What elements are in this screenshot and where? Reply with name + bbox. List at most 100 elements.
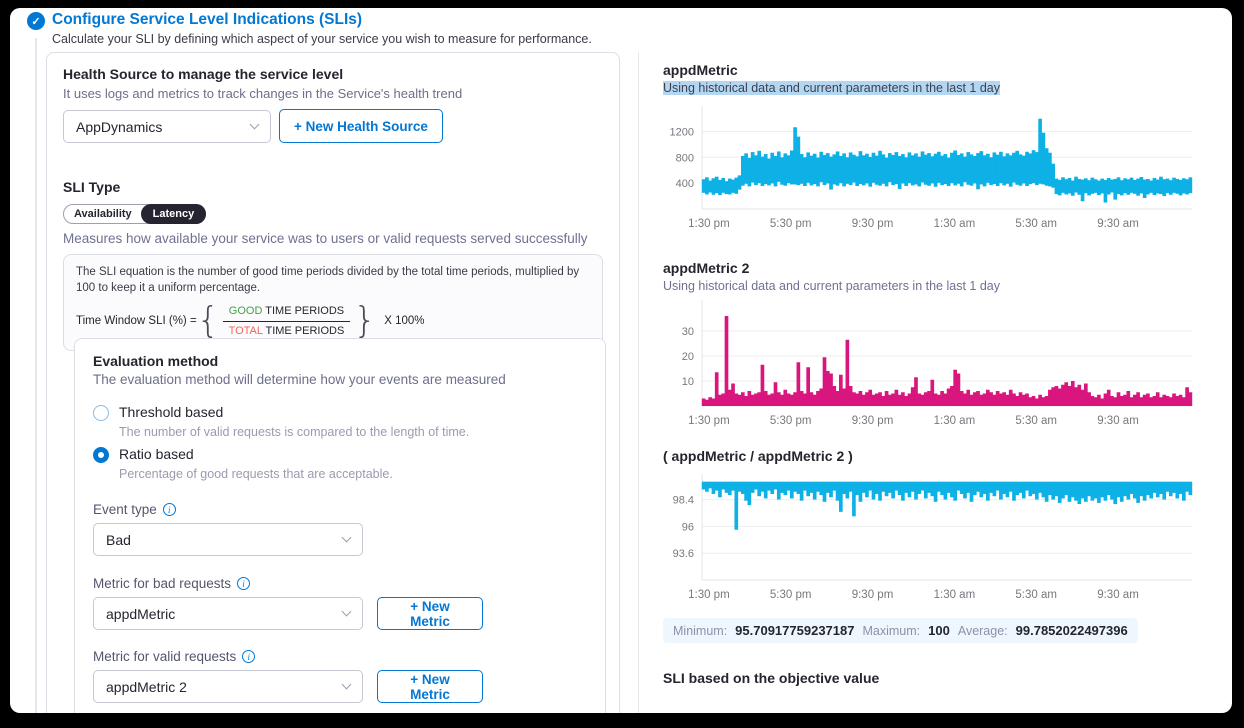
svg-text:93.6: 93.6 [673,548,694,560]
sli-type-description: Measures how available your service was … [63,231,588,246]
health-source-value: AppDynamics [76,118,163,135]
threshold-based-label[interactable]: Threshold based [119,404,224,420]
chart1-subtitle: Using historical data and current parame… [663,81,1000,95]
minimum-value: 95.70917759237187 [735,623,855,638]
svg-text:9:30 am: 9:30 am [1097,589,1139,601]
svg-text:800: 800 [676,152,694,164]
sli-type-toggle: Availability Latency [63,204,207,224]
chevron-down-icon [341,532,352,543]
event-type-label: Event type i [93,502,176,517]
chevron-down-icon [341,606,352,617]
svg-text:9:30 pm: 9:30 pm [852,218,894,230]
metric-bad-label: Metric for bad requests i [93,576,251,591]
sli-config-card: Health Source to manage the service leve… [46,52,620,713]
info-icon[interactable]: i [242,650,256,663]
metric-valid-label: Metric for valid requests i [93,649,256,664]
health-source-heading: Health Source to manage the service leve… [63,66,344,82]
chart-appdmetric: 400 800 1200 1:30 pm 5:30 pm 9:30 pm 1:30 am 5:… [670,106,1193,230]
svg-text:9:30 pm: 9:30 pm [852,589,894,601]
svg-text:9:30 am: 9:30 am [1097,415,1139,427]
event-type-label-text: Event type [93,502,157,517]
svg-text:1:30 pm: 1:30 pm [688,415,730,427]
svg-text:5:30 am: 5:30 am [1015,589,1057,601]
charts-panel: appdMetric Using historical data and cur… [655,52,1210,712]
step-complete-check-icon: ✓ [27,12,45,30]
chart-ratio: 93.6 96 98.4 1:30 pm 5:30 pm 9:30 pm 1:30 am 5:… [673,474,1193,601]
sli-type-option-availability[interactable]: Availability [74,208,132,220]
svg-text:30: 30 [682,326,694,338]
svg-text:1200: 1200 [670,126,694,138]
chart2-subtitle-text: Using historical data and current parame… [663,279,1000,293]
svg-text:5:30 pm: 5:30 pm [770,415,812,427]
chart1-subtitle-text: Using historical data and current parame… [663,81,1000,95]
chart-stats-bar: Minimum: 95.70917759237187 Maximum: 100 … [663,618,1138,643]
new-metric-button-valid[interactable]: + New Metric [377,670,483,703]
panel-divider [638,52,639,713]
page-subtitle: Calculate your SLI by defining which asp… [52,32,592,46]
svg-text:10: 10 [682,376,694,388]
chart3-title: ( appdMetric / appdMetric 2 ) [663,448,853,464]
ratio-based-label[interactable]: Ratio based [119,446,194,462]
open-brace: { [196,300,220,342]
metric-bad-select[interactable]: appdMetric [93,597,363,630]
metric-valid-value: appdMetric 2 [106,678,187,695]
svg-text:1:30 pm: 1:30 pm [688,218,730,230]
sli-equation-text: The SLI equation is the number of good t… [76,266,580,294]
denominator-total: TOTAL [228,324,263,337]
event-type-select[interactable]: Bad [93,523,363,556]
info-icon[interactable]: i [162,503,176,516]
average-value: 99.7852022497396 [1015,623,1128,638]
svg-text:1:30 am: 1:30 am [934,415,976,427]
svg-text:98.4: 98.4 [673,495,694,507]
svg-text:5:30 pm: 5:30 pm [770,589,812,601]
evaluation-heading: Evaluation method [93,353,219,369]
new-metric-button-bad[interactable]: + New Metric [377,597,483,630]
objective-heading: SLI based on the objective value [663,670,880,686]
new-health-source-button[interactable]: + New Health Source [279,109,443,143]
sli-type-heading: SLI Type [63,179,121,195]
event-type-value: Bad [106,531,131,548]
chart2-title: appdMetric 2 [663,260,750,276]
ratio-based-description: Percentage of good requests that are acc… [119,467,393,481]
threshold-based-description: The number of valid requests is compared… [119,425,470,439]
sli-equation-box: The SLI equation is the number of good t… [63,254,603,351]
ratio-based-radio[interactable] [93,447,109,463]
svg-text:1:30 am: 1:30 am [934,589,976,601]
chart2-subtitle: Using historical data and current parame… [663,279,1000,293]
stepper-connector-line [35,38,37,713]
threshold-based-radio[interactable] [93,405,109,421]
chevron-down-icon [249,119,260,130]
health-source-helper: It uses logs and metrics to track change… [63,86,463,101]
svg-text:96: 96 [682,521,694,533]
metric-bad-value: appdMetric [106,605,176,622]
evaluation-method-card: Evaluation method The evaluation method … [74,338,606,713]
sli-equation-formula: Time Window SLI (%) = { GOOD TIME PERIOD… [76,300,590,342]
svg-text:9:30 pm: 9:30 pm [852,415,894,427]
sli-type-option-latency[interactable]: Latency [140,204,207,224]
equation-fraction: GOOD TIME PERIODS TOTAL TIME PERIODS [222,303,351,340]
info-icon[interactable]: i [237,577,251,590]
maximum-label: Maximum: [862,623,921,638]
maximum-value: 100 [928,623,950,638]
svg-text:20: 20 [682,351,694,363]
chart-appdmetric-2: 10 20 30 1:30 pm 5:30 pm 9:30 pm 1:30 am 5:30 a… [682,300,1193,427]
minimum-label: Minimum: [673,623,728,638]
denominator-rest: TIME PERIODS [265,324,345,337]
svg-text:5:30 am: 5:30 am [1015,415,1057,427]
svg-text:1:30 am: 1:30 am [934,218,976,230]
metric-valid-label-text: Metric for valid requests [93,649,237,664]
svg-text:5:30 am: 5:30 am [1015,218,1057,230]
app-page: ✓ Configure Service Level Indications (S… [10,8,1232,713]
chart1-title: appdMetric [663,62,738,78]
svg-text:1:30 pm: 1:30 pm [688,589,730,601]
chevron-down-icon [341,679,352,690]
svg-text:400: 400 [676,178,694,190]
svg-text:5:30 pm: 5:30 pm [770,218,812,230]
average-label: Average: [957,623,1008,638]
metric-valid-select[interactable]: appdMetric 2 [93,670,363,703]
svg-text:9:30 am: 9:30 am [1097,218,1139,230]
close-brace: } [353,300,377,342]
equation-rhs: X 100% [384,314,425,327]
evaluation-helper: The evaluation method will determine how… [93,372,506,387]
health-source-select[interactable]: AppDynamics [63,110,271,143]
